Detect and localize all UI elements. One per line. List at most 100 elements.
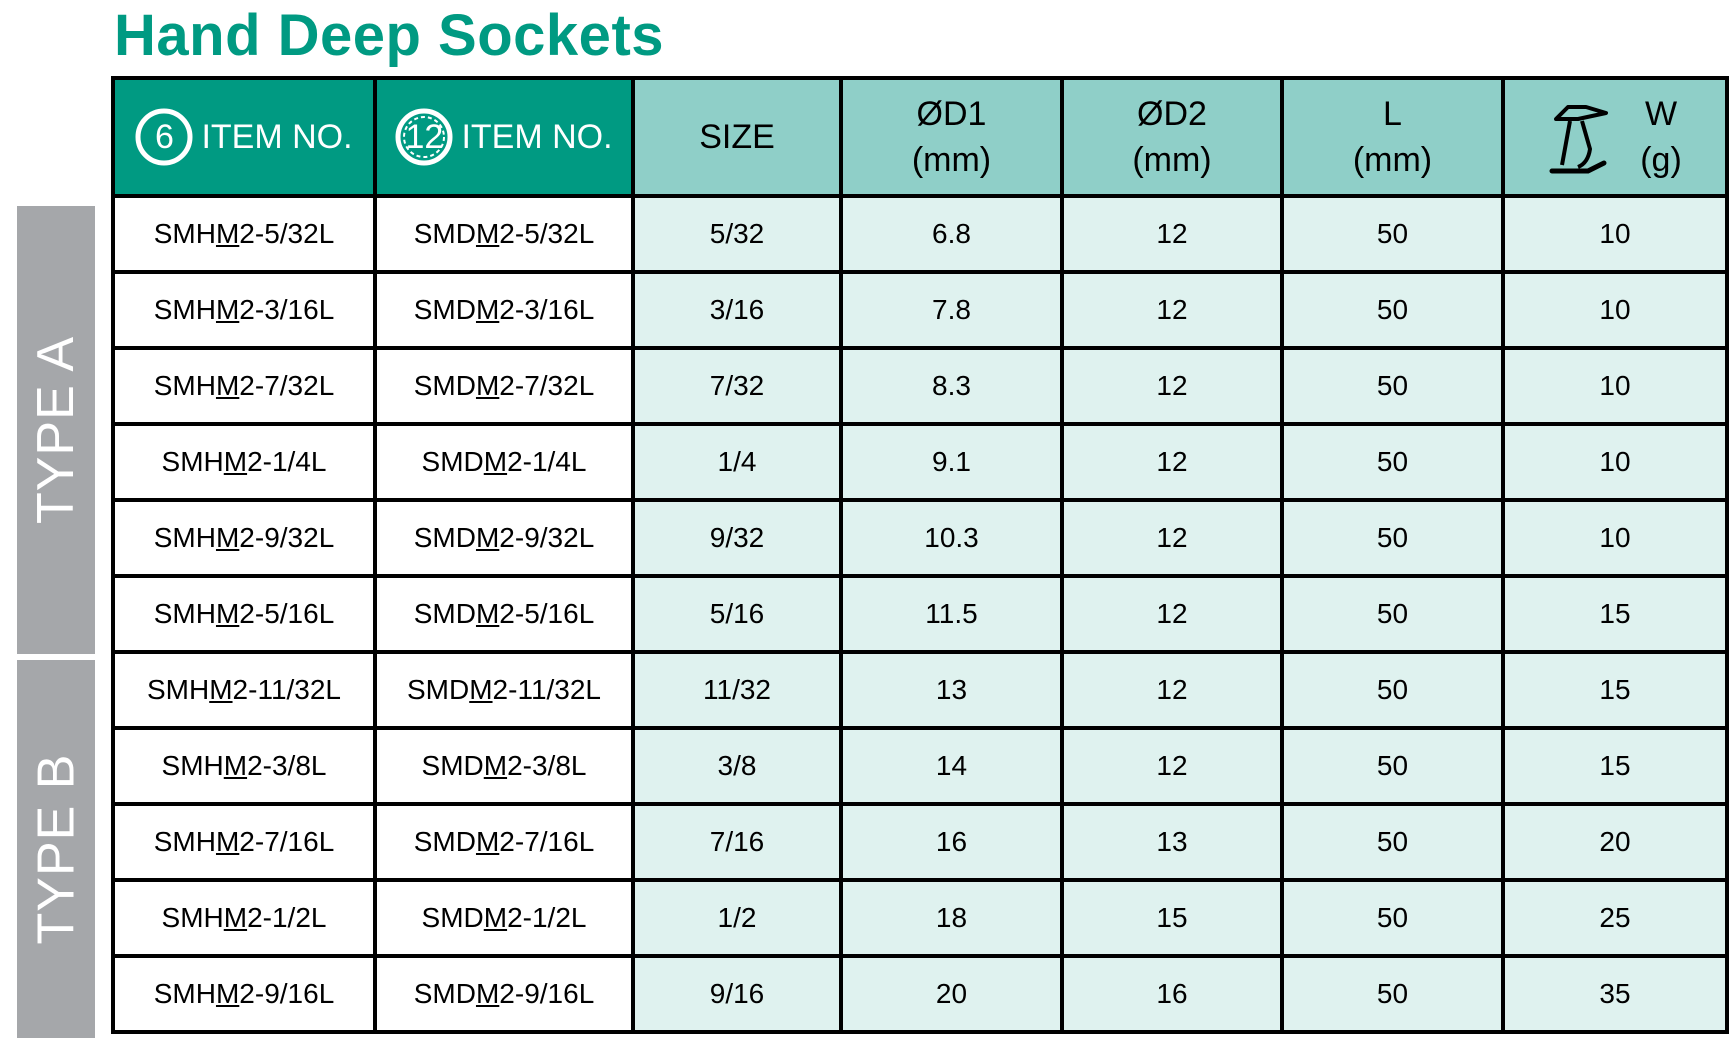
cell-d2: 12 <box>1060 498 1284 578</box>
cell-d2: 15 <box>1060 878 1284 958</box>
table-row: SMHM2-3/16L SMDM2-3/16L 3/16 7.8 12 50 10 <box>111 270 1729 350</box>
cell-w: 25 <box>1501 878 1729 958</box>
type-b-text: TYPE B <box>27 753 86 945</box>
cell-l: 50 <box>1280 802 1505 882</box>
cell-d1: 11.5 <box>839 574 1064 654</box>
cell-bi: SMDM2-1/2L <box>373 878 635 958</box>
cell-d2: 16 <box>1060 954 1284 1034</box>
cell-size: 11/32 <box>631 650 843 730</box>
cell-d1: 9.1 <box>839 422 1064 502</box>
cell-d2: 12 <box>1060 270 1284 350</box>
scale-icon <box>1549 105 1609 174</box>
cell-d2: 12 <box>1060 650 1284 730</box>
cell-bi: SMDM2-3/8L <box>373 726 635 806</box>
cell-w: 10 <box>1501 422 1729 502</box>
cell-w: 35 <box>1501 954 1729 1034</box>
header-d1-unit: (mm) <box>911 141 992 179</box>
header-d2-unit: (mm) <box>1132 141 1212 179</box>
header-row: 6 ITEM NO. 12 ITEM NO. SIZE <box>111 76 1729 198</box>
cell-w: 20 <box>1501 802 1729 882</box>
type-a-label: TYPE A <box>17 206 95 654</box>
cell-bi: SMDM2-3/16L <box>373 270 635 350</box>
cell-size: 7/16 <box>631 802 843 882</box>
table-row: SMHM2-5/32L SMDM2-5/32L 5/32 6.8 12 50 10 <box>111 194 1729 274</box>
header-w-unit: (g) <box>1640 141 1682 179</box>
header-size: SIZE <box>631 76 843 198</box>
cell-l: 50 <box>1280 954 1505 1034</box>
header-hex-item: 6 ITEM NO. <box>111 76 377 198</box>
cell-w: 10 <box>1501 194 1729 274</box>
header-bi-item-label: ITEM NO. <box>461 118 613 156</box>
cell-d1: 7.8 <box>839 270 1064 350</box>
cell-size: 5/32 <box>631 194 843 274</box>
cell-w: 10 <box>1501 498 1729 578</box>
cell-w: 15 <box>1501 650 1729 730</box>
cell-bi: SMDM2-9/32L <box>373 498 635 578</box>
cell-d2: 13 <box>1060 802 1284 882</box>
header-d1-label: ØD1 <box>916 95 987 133</box>
table-row: SMHM2-7/16L SMDM2-7/16L 7/16 16 13 50 20 <box>111 802 1729 882</box>
header-d2: ØD2 (mm) <box>1060 76 1284 198</box>
cell-d1: 20 <box>839 954 1064 1034</box>
cell-hex: SMHM2-5/16L <box>111 574 377 654</box>
cell-bi: SMDM2-1/4L <box>373 422 635 502</box>
cell-d2: 12 <box>1060 726 1284 806</box>
cell-size: 1/2 <box>631 878 843 958</box>
cell-size: 5/16 <box>631 574 843 654</box>
cell-d2: 12 <box>1060 194 1284 274</box>
cell-bi: SMDM2-11/32L <box>373 650 635 730</box>
cell-l: 50 <box>1280 498 1505 578</box>
cell-w: 10 <box>1501 270 1729 350</box>
table-row: SMHM2-11/32L SMDM2-11/32L 11/32 13 12 50 15 <box>111 650 1729 730</box>
cell-hex: SMHM2-7/16L <box>111 802 377 882</box>
cell-d1: 18 <box>839 878 1064 958</box>
header-l-label: L <box>1383 95 1402 133</box>
cell-l: 50 <box>1280 346 1505 426</box>
cell-d2: 12 <box>1060 346 1284 426</box>
header-w-label: W <box>1644 95 1678 133</box>
bihex-12pt-icon: 12 <box>395 108 453 166</box>
table-row: SMHM2-1/4L SMDM2-1/4L 1/4 9.1 12 50 10 <box>111 422 1729 502</box>
header-w: W (g) <box>1501 76 1729 198</box>
cell-bi: SMDM2-5/16L <box>373 574 635 654</box>
cell-d1: 8.3 <box>839 346 1064 426</box>
cell-d1: 6.8 <box>839 194 1064 274</box>
cell-bi: SMDM2-7/16L <box>373 802 635 882</box>
cell-d1: 13 <box>839 650 1064 730</box>
cell-hex: SMHM2-3/8L <box>111 726 377 806</box>
table-body: SMHM2-5/32L SMDM2-5/32L 5/32 6.8 12 50 10 SMHM2… <box>111 194 1729 1034</box>
cell-l: 50 <box>1280 574 1505 654</box>
cell-l: 50 <box>1280 650 1505 730</box>
cell-d2: 12 <box>1060 574 1284 654</box>
cell-l: 50 <box>1280 422 1505 502</box>
cell-w: 15 <box>1501 726 1729 806</box>
cell-hex: SMHM2-11/32L <box>111 650 377 730</box>
cell-bi: SMDM2-5/32L <box>373 194 635 274</box>
cell-d1: 10.3 <box>839 498 1064 578</box>
table-row: SMHM2-5/16L SMDM2-5/16L 5/16 11.5 12 50 15 <box>111 574 1729 654</box>
page-title: Hand Deep Sockets <box>114 3 665 68</box>
header-d2-label: ØD2 <box>1137 95 1207 133</box>
cell-size: 1/4 <box>631 422 843 502</box>
header-d1: ØD1 (mm) <box>839 76 1064 198</box>
cell-hex: SMHM2-7/32L <box>111 346 377 426</box>
table-row: SMHM2-9/32L SMDM2-9/32L 9/32 10.3 12 50 10 <box>111 498 1729 578</box>
type-b-label: TYPE B <box>17 660 95 1038</box>
header-hex-item-label: ITEM NO. <box>201 118 353 156</box>
type-a-text: TYPE A <box>27 335 86 525</box>
cell-size: 7/32 <box>631 346 843 426</box>
cell-d1: 16 <box>839 802 1064 882</box>
cell-hex: SMHM2-5/32L <box>111 194 377 274</box>
header-bi-item: 12 ITEM NO. <box>373 76 635 198</box>
cell-d1: 14 <box>839 726 1064 806</box>
table-row: SMHM2-9/16L SMDM2-9/16L 9/16 20 16 50 35 <box>111 954 1729 1034</box>
cell-hex: SMHM2-1/4L <box>111 422 377 502</box>
cell-l: 50 <box>1280 878 1505 958</box>
cell-w: 10 <box>1501 346 1729 426</box>
cell-l: 50 <box>1280 726 1505 806</box>
cell-l: 50 <box>1280 194 1505 274</box>
cell-size: 9/32 <box>631 498 843 578</box>
hexagon-6pt-icon: 6 <box>135 108 193 166</box>
cell-bi: SMDM2-7/32L <box>373 346 635 426</box>
socket-table: 6 ITEM NO. 12 ITEM NO. SIZE <box>111 76 1729 1039</box>
